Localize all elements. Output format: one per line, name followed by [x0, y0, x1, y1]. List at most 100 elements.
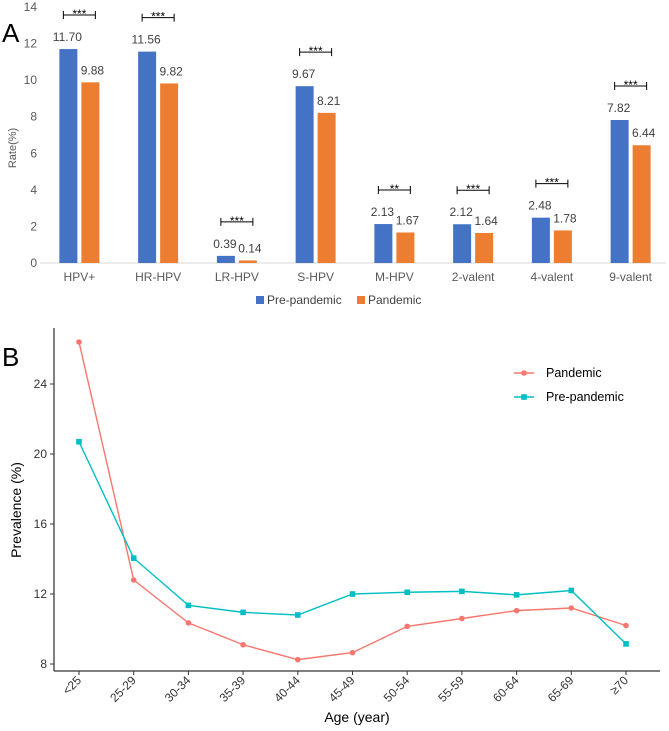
- significance-stars-hr-hpv: ***: [151, 10, 165, 24]
- significance-bracket-2-valent: [456, 186, 490, 195]
- bar-label-pandemic-hpv: 9.88: [81, 63, 105, 77]
- line-series-pre-pandemic: [78, 441, 627, 645]
- point-pre-pandemic-30-34: [185, 602, 192, 609]
- bar-label-pandemic-s-hpv: 8.21: [317, 94, 341, 108]
- significance-stars-hpv: ***: [72, 7, 86, 21]
- bar-label-pre-pandemic-4-valent: 2.48: [528, 199, 552, 213]
- line-x-tick-65-69: 65-69: [545, 673, 577, 705]
- line-x-tick-55-59: 55-59: [435, 673, 467, 705]
- line-x-tick-45-49: 45-49: [326, 673, 358, 705]
- bar-pre-pandemic-m-hpv: [374, 224, 393, 263]
- line-series-pandemic: [78, 341, 627, 661]
- bar-legend: Pre-pandemic Pandemic: [256, 293, 421, 307]
- bar-label-pre-pandemic-9-valent: 7.82: [607, 101, 631, 115]
- bar-pre-pandemic-s-hpv: [295, 86, 314, 263]
- bar-pandemic-9-valent: [632, 145, 651, 263]
- bar-y-tick-10: 10: [24, 73, 38, 87]
- significance-bracket-m-hpv: [377, 186, 411, 195]
- bar-pre-pandemic-hr-hpv: [138, 51, 157, 263]
- bar-y-axis-title: Rate(%): [7, 128, 19, 168]
- point-pre-pandemic-25: [76, 438, 82, 445]
- significance-stars-2-valent: ***: [466, 182, 480, 196]
- line-chart-axes: [50, 328, 660, 675]
- bar-series-group: [59, 49, 651, 264]
- bar-category-hpv: HPV+: [64, 270, 96, 284]
- panel-a-letter: A: [2, 18, 20, 48]
- point-pandemic-70: [623, 622, 629, 629]
- line-x-tick-25-29: 25-29: [107, 673, 139, 705]
- bar-chart-axes: 0 2 4 6 8 10 12 14: [24, 0, 666, 270]
- point-pre-pandemic-40-44: [295, 612, 301, 618]
- bar-category-hr-hpv: HR-HPV: [135, 270, 181, 284]
- legend-label-pre-pandemic: Pre-pandemic: [267, 293, 342, 307]
- bar-label-pandemic-4-valent: 1.78: [553, 211, 577, 225]
- line-y-tick-20: 20: [34, 447, 48, 461]
- point-pre-pandemic-55-59: [459, 588, 465, 595]
- bar-pandemic-m-hpv: [396, 232, 415, 263]
- bar-pandemic-2-valent: [475, 233, 494, 263]
- significance-bracket-s-hpv: [299, 48, 333, 57]
- significance-stars-9-valent: ***: [624, 78, 638, 92]
- bar-category-4-valent: 4-valent: [531, 270, 574, 284]
- panel-b-letter: B: [2, 342, 19, 372]
- significance-stars-s-hpv: ***: [309, 44, 323, 58]
- bar-category-2-valent: 2-valent: [452, 270, 495, 284]
- line-x-tick-30-34: 30-34: [162, 673, 194, 705]
- bar-y-tick-0: 0: [30, 256, 37, 270]
- line-legend: Pandemic Pre-pandemic: [514, 366, 624, 404]
- point-pre-pandemic-35-39: [240, 609, 246, 616]
- point-pandemic-30-34: [185, 620, 192, 626]
- bar-pre-pandemic-2-valent: [453, 224, 472, 263]
- legend-swatch-pre-pandemic: [256, 296, 264, 304]
- point-pre-pandemic-60-64: [513, 592, 520, 598]
- bar-label-pandemic-lr-hpv: 0.14: [238, 241, 262, 255]
- point-pandemic-25-29: [130, 577, 137, 583]
- bar-label-pandemic-m-hpv: 1.67: [396, 213, 420, 227]
- bar-y-tick-2: 2: [30, 219, 37, 233]
- bar-pandemic-s-hpv: [317, 112, 336, 263]
- bar-label-pre-pandemic-lr-hpv: 0.39: [213, 237, 237, 251]
- line-chart-panel-b: 8 12 16 20 24 <25 25-29 30-34 35-39 40-44 45-49 50-…: [8, 328, 660, 725]
- legend-marker-pandemic: [521, 370, 527, 376]
- bar-pre-pandemic-lr-hpv: [216, 255, 235, 263]
- line-y-axis-title: Prevalence (%): [8, 462, 24, 558]
- point-pandemic-45-49: [349, 649, 356, 656]
- bar-y-tick-8: 8: [30, 110, 37, 124]
- bar-category-s-hpv: S-HPV: [297, 270, 334, 284]
- significance-stars-4-valent: ***: [545, 176, 559, 190]
- legend-label-pandemic: Pandemic: [368, 293, 421, 307]
- line-y-tick-24: 24: [34, 377, 48, 391]
- point-pre-pandemic-65-69: [568, 587, 575, 594]
- line-x-tick-70: ≥70: [607, 673, 631, 697]
- significance-brackets: *** *********** *** ******: [62, 7, 648, 228]
- bar-label-pre-pandemic-m-hpv: 2.13: [371, 205, 395, 219]
- bar-label-pre-pandemic-2-valent: 2.12: [449, 205, 473, 219]
- bar-category-9-valent: 9-valent: [609, 270, 652, 284]
- bar-pre-pandemic-4-valent: [531, 217, 550, 263]
- significance-bracket-lr-hpv: [220, 217, 254, 226]
- bar-y-tick-6: 6: [30, 146, 37, 160]
- bar-label-pandemic-hr-hpv: 9.82: [159, 64, 183, 78]
- bar-label-pre-pandemic-s-hpv: 9.67: [292, 67, 316, 81]
- bar-chart-panel-a: 0 2 4 6 8 10 12 14 11.70 9.88 11.56 9.82 0.39 0.14 9.…: [7, 0, 666, 307]
- bar-category-labels: HPV+ HR-HPV LR-HPV S-HPV M-HPV 2-valent 4-vale…: [64, 270, 653, 284]
- significance-stars-lr-hpv: ***: [230, 214, 244, 228]
- point-pre-pandemic-25-29: [130, 555, 137, 561]
- bar-label-pre-pandemic-hpv: 11.70: [53, 30, 82, 44]
- line-x-tick-35-39: 35-39: [217, 673, 249, 705]
- bar-pandemic-hr-hpv: [160, 83, 179, 263]
- legend-marker-pre-pandemic: [521, 394, 527, 400]
- line-y-tick-12: 12: [34, 587, 48, 601]
- bar-y-tick-4: 4: [30, 183, 37, 197]
- bar-label-pandemic-9-valent: 6.44: [632, 126, 656, 140]
- bar-label-pandemic-2-valent: 1.64: [474, 214, 498, 228]
- point-pandemic-60-64: [513, 607, 520, 614]
- point-pandemic-55-59: [459, 615, 465, 622]
- bar-y-tick-12: 12: [24, 37, 38, 51]
- bar-pandemic-hpv: [81, 82, 100, 263]
- significance-bracket-9-valent: [614, 82, 648, 91]
- point-pre-pandemic-45-49: [349, 591, 356, 597]
- bar-pandemic-4-valent: [553, 230, 572, 263]
